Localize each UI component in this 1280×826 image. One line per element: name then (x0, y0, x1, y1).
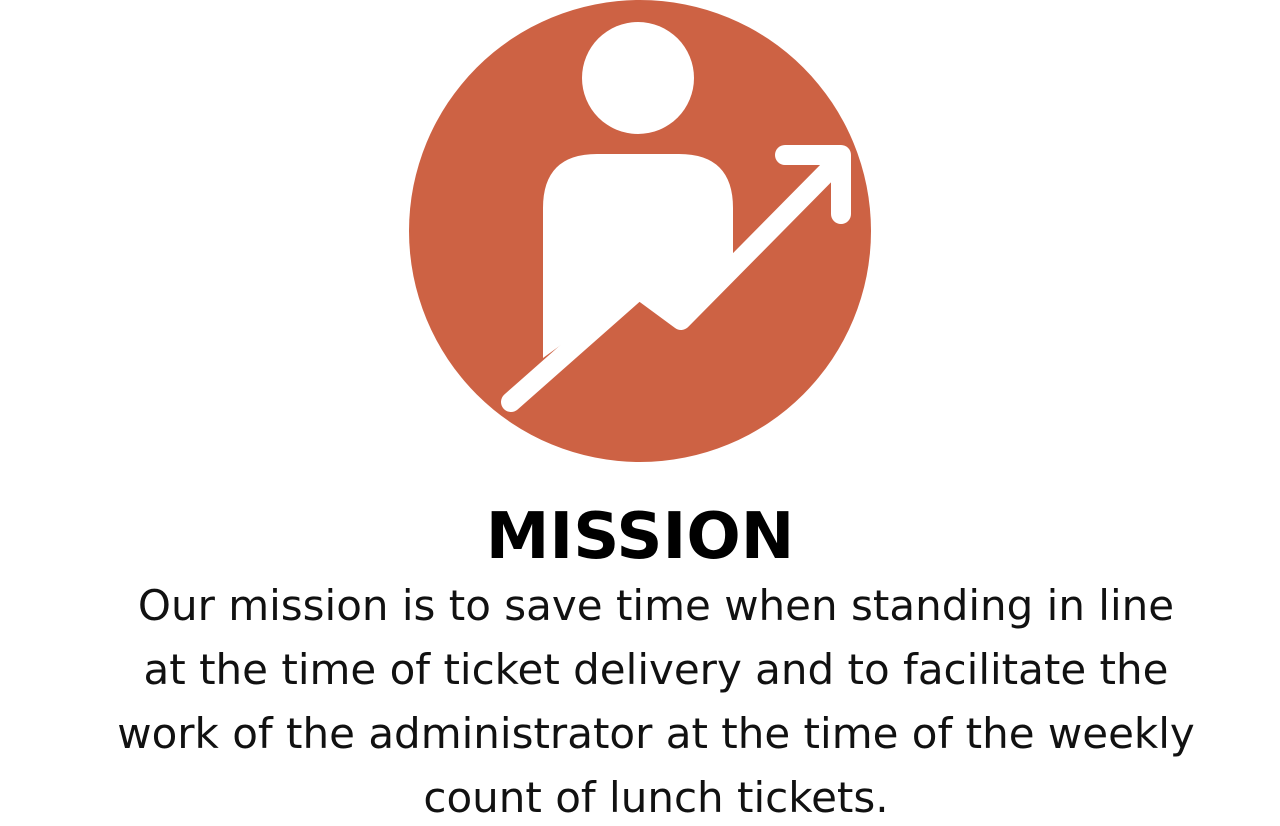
person-head (582, 22, 694, 134)
mission-description-line: work of the administrator at the time of… (117, 709, 1195, 758)
mission-description: Our mission is to save time when standin… (40, 574, 1272, 826)
mission-description-line: Our mission is to save time when standin… (137, 581, 1175, 630)
growth-arrow-head (775, 145, 851, 224)
person-torso (543, 154, 733, 358)
mission-heading: MISSION (485, 500, 795, 574)
growth-arrow-line (501, 148, 851, 412)
mission-description-line: at the time of ticket delivery and to fa… (143, 645, 1169, 694)
mission-description-line: count of lunch tickets. (423, 773, 889, 822)
person-growth-arrow-icon (409, 0, 871, 462)
